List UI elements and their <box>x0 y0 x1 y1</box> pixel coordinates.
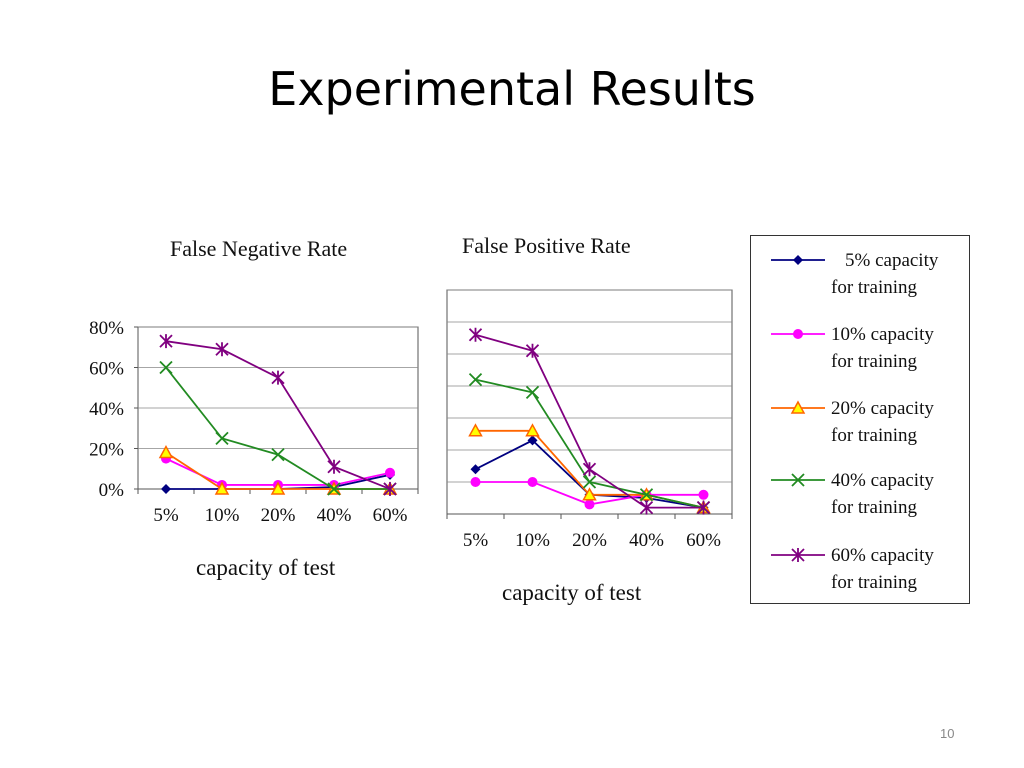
legend-swatch-10 <box>771 329 825 339</box>
x-axis-label-false-negative: capacity of test <box>196 555 336 580</box>
chart-fn: 0% 20% 40% 60% 80% 5% 10% 20% 40% 60% <box>89 318 419 526</box>
data-point <box>468 372 483 387</box>
data-point <box>383 482 397 496</box>
data-point <box>271 370 285 385</box>
data-point <box>270 481 286 495</box>
legend-entry-sublabel: for training <box>831 425 918 446</box>
data-point <box>327 482 341 496</box>
legend-entry-40: 40% capacity for training <box>751 458 971 518</box>
plot-area <box>446 289 733 515</box>
legend-entry-sublabel: for training <box>831 277 918 298</box>
x-tick-label: 10% <box>205 505 240 526</box>
x-tick-label: 5% <box>153 505 179 526</box>
x-tick-label: 40% <box>317 505 352 526</box>
data-point <box>385 467 395 478</box>
data-point <box>525 385 540 400</box>
data-point <box>698 489 709 500</box>
x-tick-label: 60% <box>373 505 408 526</box>
data-point <box>159 360 173 375</box>
data-point <box>584 499 595 510</box>
data-point <box>215 431 229 446</box>
data-point <box>582 475 597 489</box>
data-point <box>582 487 597 501</box>
series-4 <box>159 334 397 496</box>
legend-entry-20: 20% capacity for training <box>751 386 971 446</box>
data-point <box>639 500 654 515</box>
y-tick-label: 80% <box>89 318 124 339</box>
data-point <box>468 423 483 437</box>
legend-entry-10: 10% capacity for training <box>751 312 971 372</box>
chart-title-false-negative: False Negative Rate <box>170 236 348 261</box>
legend-entry-5: 5% capacity for training <box>751 238 971 298</box>
legend-swatch-5 <box>771 255 825 265</box>
x-tick-label: 60% <box>686 530 721 551</box>
legend-swatch-60 <box>771 548 825 562</box>
data-point <box>271 447 285 462</box>
y-tick-label: 60% <box>89 359 124 380</box>
data-point <box>470 477 481 487</box>
x-tick-label: 10% <box>515 530 550 551</box>
page-number: 10 <box>940 726 955 741</box>
data-point <box>161 484 171 494</box>
legend-entry-label: 5% capacity <box>845 250 939 271</box>
legend-entry-sublabel: for training <box>831 351 918 372</box>
legend-entry-sublabel: for training <box>831 497 918 518</box>
x-axis-label-false-positive: capacity of test <box>502 580 642 605</box>
chart-fp: 5% 10% 20% 40% 60% <box>446 289 733 551</box>
legend-entry-label: 20% capacity <box>831 398 934 419</box>
data-point <box>159 334 173 349</box>
data-point <box>327 459 341 474</box>
legend-marker <box>793 255 803 265</box>
data-point <box>215 342 229 357</box>
data-point <box>470 464 481 475</box>
legend-marker <box>790 400 806 414</box>
legend-entry-60: 60% capacity for training <box>751 533 971 593</box>
legend-entry-label: 10% capacity <box>831 324 934 345</box>
data-point <box>527 435 538 446</box>
data-point <box>639 488 654 502</box>
y-tick-label: 40% <box>89 399 124 420</box>
x-tick-label: 5% <box>463 530 489 551</box>
legend-entry-label: 60% capacity <box>831 545 934 566</box>
series-3 <box>468 372 711 515</box>
data-point <box>527 477 538 487</box>
legend-entry-label: 40% capacity <box>831 470 934 491</box>
data-point <box>525 343 540 358</box>
x-tick-label: 20% <box>261 505 296 526</box>
x-tick-label: 20% <box>572 530 607 551</box>
slide-title: Experimental Results <box>268 62 756 116</box>
data-point <box>525 423 540 437</box>
legend-swatch-20 <box>771 400 825 414</box>
legend-marker <box>791 473 805 487</box>
legend: 5% capacity for training 10% capacity fo… <box>750 235 970 604</box>
legend-marker <box>793 329 803 339</box>
y-tick-label: 0% <box>99 480 125 501</box>
legend-entry-sublabel: for training <box>831 572 918 593</box>
chart-title-false-positive: False Positive Rate <box>462 233 631 258</box>
x-tick-label: 40% <box>629 530 664 551</box>
data-point <box>468 327 483 342</box>
legend-swatch-40 <box>771 473 825 487</box>
data-point <box>214 481 230 495</box>
series-4 <box>468 327 711 515</box>
data-point <box>696 500 711 515</box>
data-point <box>582 462 597 477</box>
legend-marker <box>791 548 805 562</box>
data-point <box>158 444 174 459</box>
y-tick-label: 20% <box>89 440 124 461</box>
